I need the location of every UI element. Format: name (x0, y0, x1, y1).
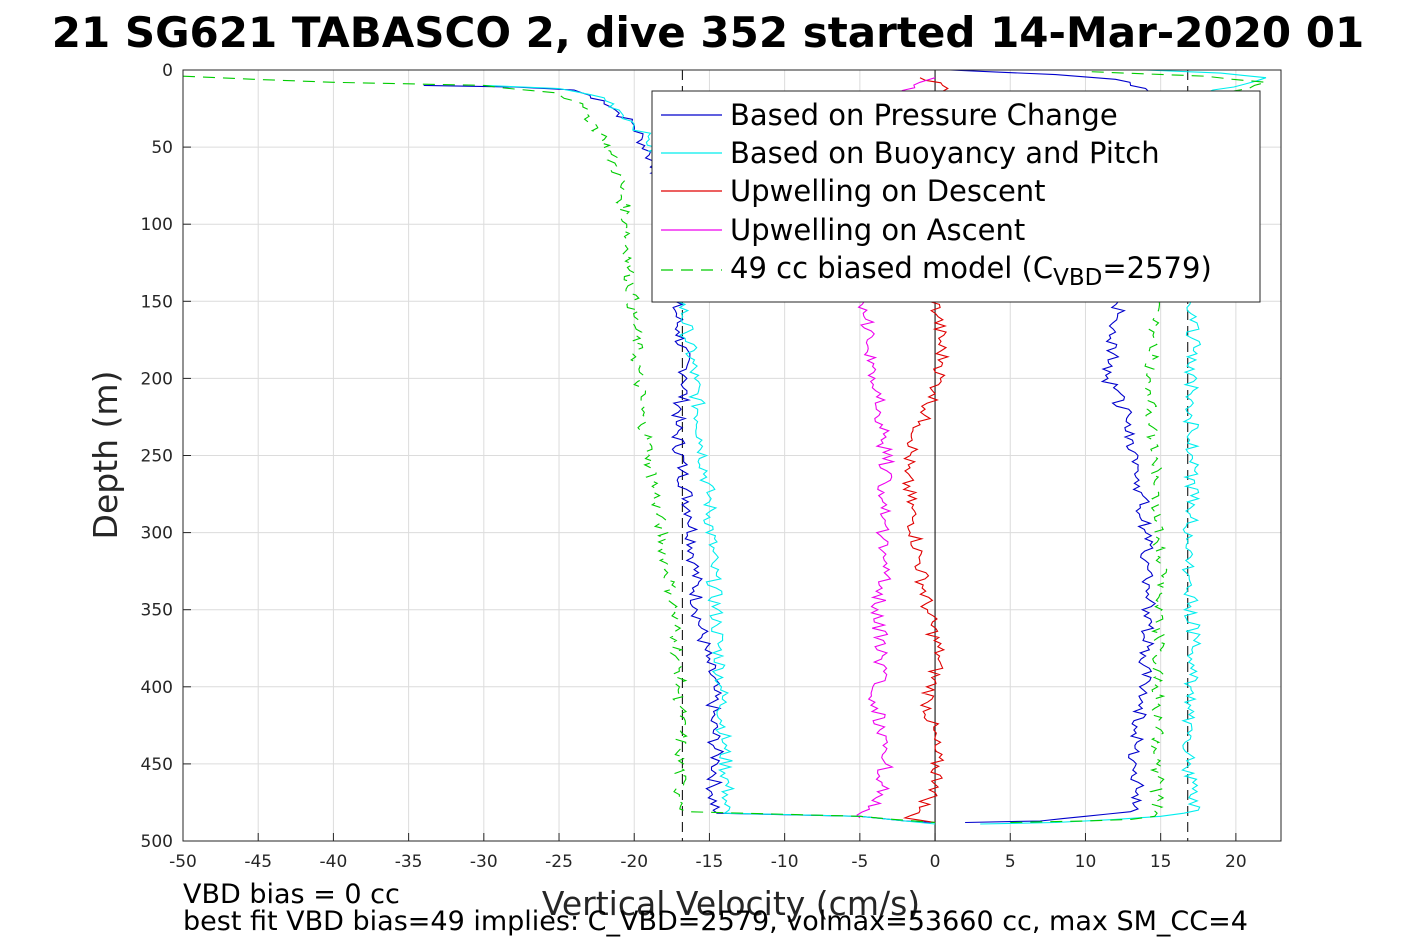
legend-label-up-descent: Upwelling on Descent (730, 174, 1046, 208)
series-4 (182, 70, 1267, 824)
y-tick-label: 400 (141, 678, 173, 698)
y-axis-label: Depth (m) (86, 371, 125, 540)
y-tick-labels: 0 50 100 150 200 250 300 350 400 450 500 (141, 61, 173, 852)
legend: Based on Pressure Change Based on Buoyan… (651, 90, 1261, 303)
footer-line-1: VBD bias = 0 cc (183, 879, 400, 910)
y-tick-label: 350 (141, 601, 173, 621)
plot-frame (182, 69, 1282, 842)
y-tick-label: 200 (141, 369, 173, 389)
x-tick-label: -10 (771, 852, 799, 872)
x-tick-label: 20 (1225, 852, 1247, 872)
x-axis-label: Vertical Velocity (cm/s) (542, 884, 920, 923)
y-tick-label: 150 (141, 292, 173, 312)
legend-box (651, 90, 1261, 303)
x-tick-label: 5 (1005, 852, 1016, 872)
legend-label-buoyancy: Based on Buoyancy and Pitch (730, 136, 1160, 170)
legend-label-model-sub: VBD (1053, 265, 1102, 291)
x-tick-label: -20 (620, 852, 648, 872)
y-tick-label: 0 (162, 61, 173, 81)
x-tick-label: 0 (930, 852, 941, 872)
footer-line-2: best fit VBD bias=49 implies: C_VBD=2579… (183, 906, 1248, 937)
y-tick-label: 500 (141, 832, 173, 852)
x-tick-labels: -50 -45 -40 -35 -30 -25 -20 -15 -10 -5 0 5 10 15 20 (169, 852, 1247, 872)
x-tick-label: -45 (244, 852, 272, 872)
y-tick-label: 100 (141, 215, 173, 235)
x-tick-label: -40 (320, 852, 348, 872)
y-tick-label: 250 (141, 447, 173, 467)
x-tick-label: -15 (696, 852, 724, 872)
series-line-4-0 (182, 75, 936, 824)
y-tick-label: 50 (151, 138, 173, 158)
x-tick-label: -30 (470, 852, 498, 872)
legend-label-up-ascent: Upwelling on Ascent (730, 213, 1025, 247)
chart-title: 21 SG621 TABASCO 2, dive 352 started 14-… (52, 8, 1364, 57)
legend-label-model-prefix: 49 cc biased model (C (730, 251, 1053, 285)
x-tick-label: 10 (1075, 852, 1097, 872)
x-tick-label: -5 (851, 852, 868, 872)
y-tick-label: 450 (141, 755, 173, 775)
y-tick-label: 300 (141, 524, 173, 544)
x-tick-label: -25 (545, 852, 573, 872)
x-tick-label: -50 (169, 852, 197, 872)
legend-label-pressure: Based on Pressure Change (730, 98, 1118, 132)
x-tick-label: -35 (395, 852, 423, 872)
legend-label-model: 49 cc biased model (CVBD=2579) (730, 251, 1212, 291)
x-tick-label: 15 (1150, 852, 1172, 872)
series-line-4-1 (1010, 70, 1267, 824)
legend-label-model-suffix: =2579) (1102, 251, 1211, 285)
